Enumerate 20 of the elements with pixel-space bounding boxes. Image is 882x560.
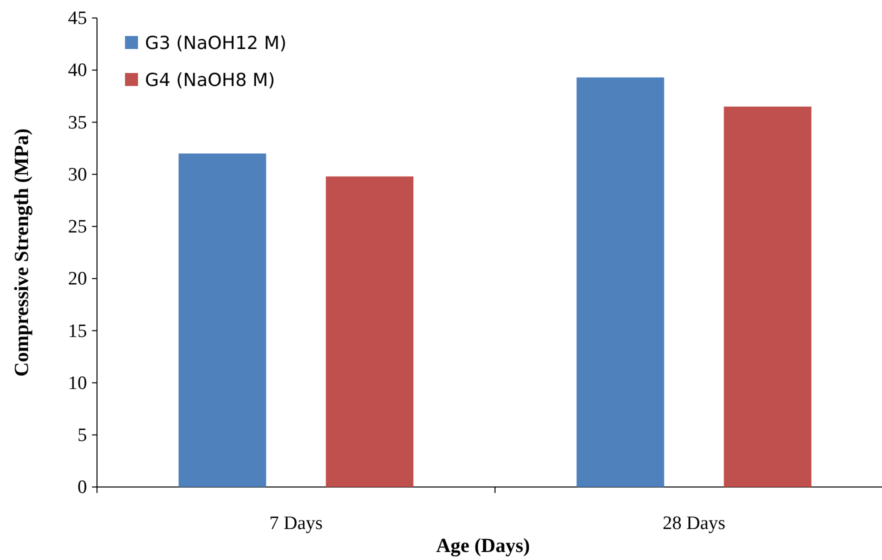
bar xyxy=(326,176,414,487)
y-tick-label: 10 xyxy=(68,372,87,394)
x-axis-title: Age (Days) xyxy=(436,535,530,557)
y-tick-label: 5 xyxy=(78,424,87,446)
y-axis-title: Compressive Strength (MPa) xyxy=(11,128,33,377)
y-tick-label: 40 xyxy=(68,60,87,82)
y-tick-label: 45 xyxy=(68,8,87,30)
legend-label: G3 (NaOH12 M) xyxy=(145,33,287,54)
legend-label: G4 (NaOH8 M) xyxy=(145,70,276,91)
y-tick-label: 35 xyxy=(68,112,87,134)
x-tick-label: 7 Days xyxy=(269,513,323,534)
bar xyxy=(576,77,664,487)
y-tick-label: 20 xyxy=(68,268,87,290)
y-tick-label: 15 xyxy=(68,320,87,342)
y-tick-label: 0 xyxy=(78,477,87,498)
x-tick-label: 28 Days xyxy=(662,513,726,534)
y-tick-label: 25 xyxy=(68,216,87,238)
y-tick-label: 30 xyxy=(68,164,87,186)
bar xyxy=(178,153,266,487)
bar xyxy=(724,106,812,487)
